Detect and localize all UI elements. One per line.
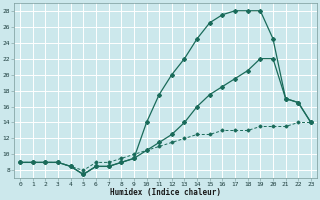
- X-axis label: Humidex (Indice chaleur): Humidex (Indice chaleur): [110, 188, 221, 197]
